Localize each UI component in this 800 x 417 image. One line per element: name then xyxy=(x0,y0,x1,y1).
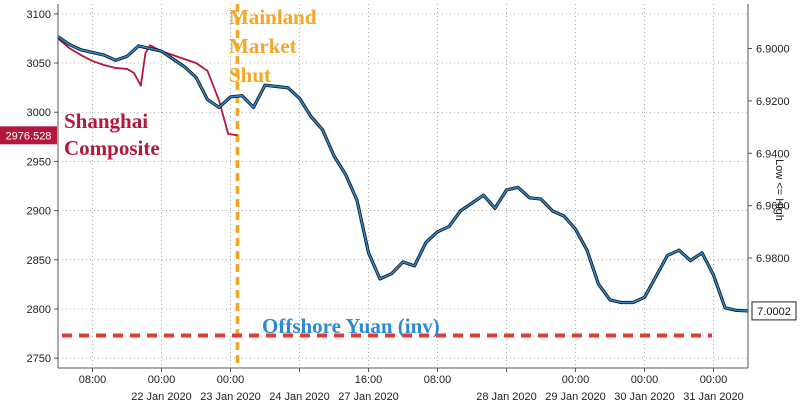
tick-labels: 3100 3050 3000 2950 2900 2850 2800 2750 6.9000 6.… xyxy=(0,9,797,403)
shanghai-composite-line xyxy=(57,37,238,137)
market-shut-annotation-line: Market xyxy=(229,34,297,58)
x-tick-date-label: 24 Jan 2020 xyxy=(269,391,330,403)
x-tick-time-label: 00:00 xyxy=(631,374,659,386)
yuan-value-tag-label: 7.0002 xyxy=(757,306,791,318)
right-tick-label: 6.9800 xyxy=(756,253,790,265)
x-tick-time-label: 00:00 xyxy=(148,374,176,386)
right-tick-label: 6.9200 xyxy=(756,96,790,108)
left-tick-label: 2750 xyxy=(27,353,51,365)
x-tick-date-label: 30 Jan 2020 xyxy=(614,391,675,403)
x-tick-date-label: 22 Jan 2020 xyxy=(131,391,192,403)
offshore-yuan-line xyxy=(57,36,749,312)
shanghai-value-tag-label: 2976.528 xyxy=(6,130,52,142)
annotations: Shanghai Composite Mainland Market Shut Offsh… xyxy=(64,5,440,338)
x-tick-time-label: 00:00 xyxy=(217,374,245,386)
right-axis-title: Low <= High xyxy=(773,159,785,221)
left-tick-label: 2900 xyxy=(27,206,51,218)
x-tick-time-label: 16:00 xyxy=(355,374,383,386)
shanghai-annotation-line: Composite xyxy=(64,136,160,160)
grid xyxy=(58,4,748,368)
x-tick-time-label: 08:00 xyxy=(424,374,452,386)
yuan-line-shadow xyxy=(57,35,749,313)
left-tick-label: 3100 xyxy=(27,9,51,21)
offshore-yuan-annotation-line: Offshore Yuan (inv) xyxy=(262,314,440,338)
shanghai-value-tag xyxy=(0,126,57,145)
right-tick-label: 6.9400 xyxy=(756,148,790,160)
x-tick-date-label: 31 Jan 2020 xyxy=(683,391,744,403)
axes xyxy=(54,4,752,372)
series-lines xyxy=(57,4,749,368)
left-tick-label: 2800 xyxy=(27,304,51,316)
yuan-value-tag xyxy=(751,301,797,321)
x-tick-time-label: 00:00 xyxy=(562,374,590,386)
shanghai-annotation-line: Shanghai xyxy=(64,109,148,133)
x-tick-time-label: 00:00 xyxy=(700,374,728,386)
x-tick-time-label: 08:00 xyxy=(79,374,107,386)
right-tick-label: 6.9600 xyxy=(756,201,790,213)
left-tick-label: 2950 xyxy=(27,156,51,168)
x-tick-date-label: 28 Jan 2020 xyxy=(476,391,537,403)
market-shut-annotation-line: Shut xyxy=(229,63,271,87)
right-tick-label: 6.9000 xyxy=(756,44,790,56)
x-tick-date-label: 27 Jan 2020 xyxy=(338,391,399,403)
left-tick-label: 3000 xyxy=(27,107,51,119)
left-tick-label: 2850 xyxy=(27,255,51,267)
x-tick-date-label: 23 Jan 2020 xyxy=(200,391,261,403)
market-shut-annotation-line: Mainland xyxy=(229,5,317,29)
left-tick-label: 3050 xyxy=(27,58,51,70)
x-tick-date-label: 29 Jan 2020 xyxy=(545,391,606,403)
